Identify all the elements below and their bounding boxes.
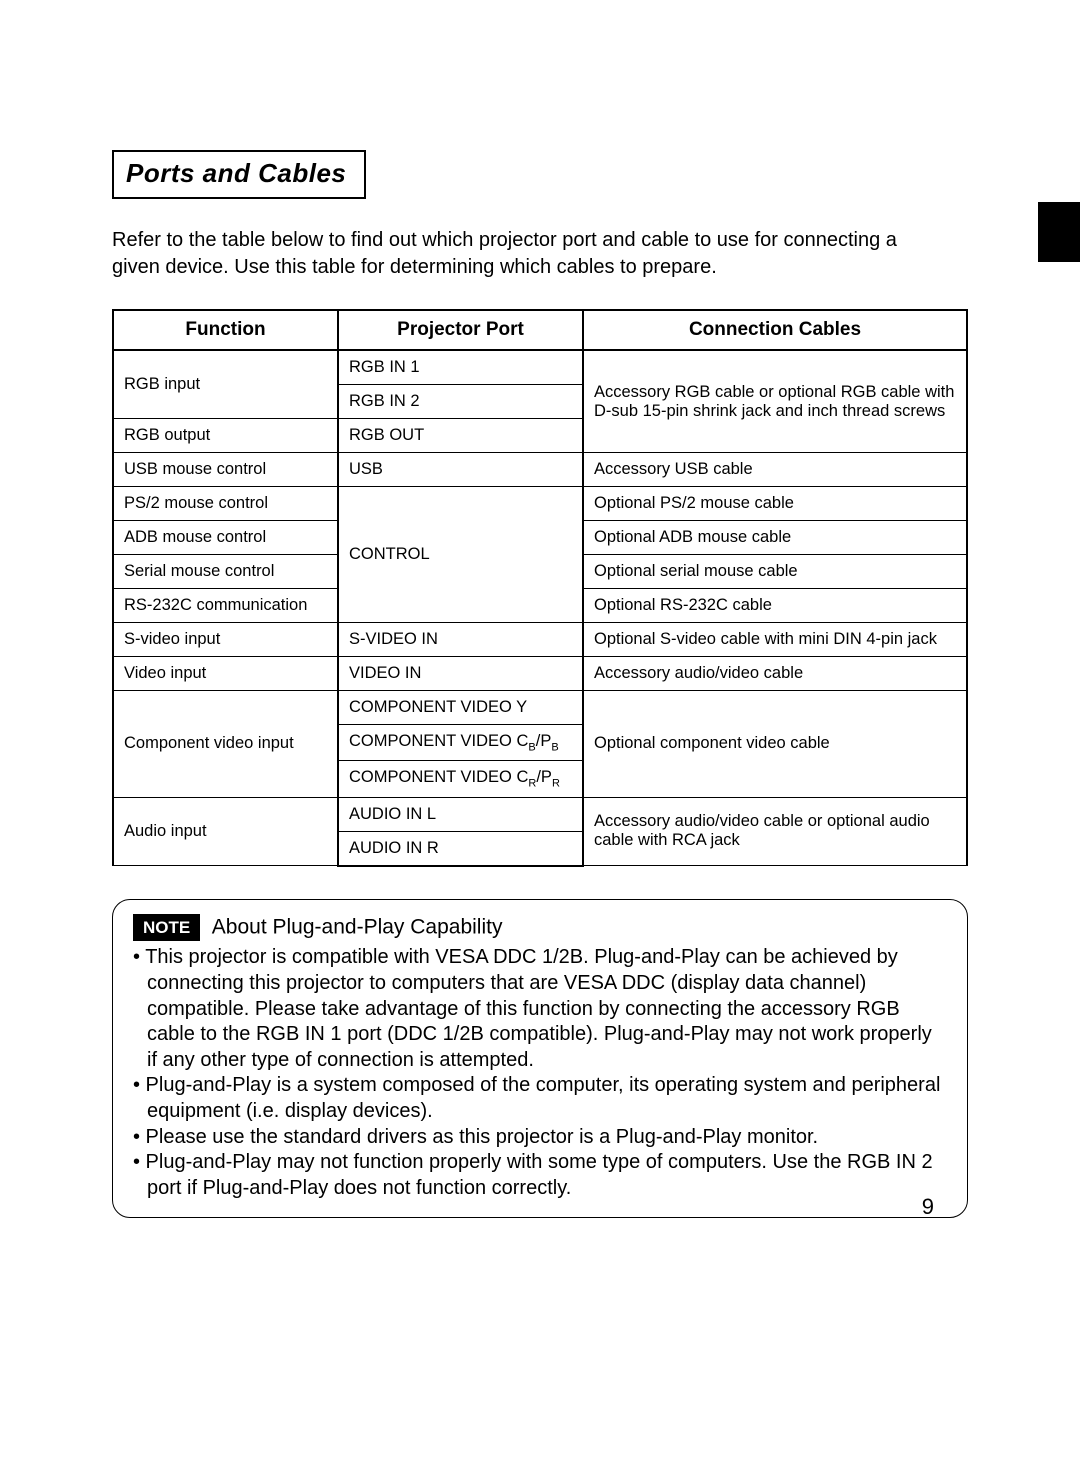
header-port: Projector Port <box>338 310 583 350</box>
cell-function: ADB mouse control <box>113 521 338 555</box>
cell-function: USB mouse control <box>113 453 338 487</box>
table-header-row: Function Projector Port Connection Cable… <box>113 310 967 350</box>
table-row: RGB input RGB IN 1 Accessory RGB cable o… <box>113 350 967 385</box>
cell-function: Video input <box>113 657 338 691</box>
intro-text: Refer to the table below to find out whi… <box>112 227 968 281</box>
cell-function: RGB output <box>113 419 338 453</box>
note-title: About Plug-and-Play Capability <box>212 915 503 938</box>
page-number: 9 <box>922 1194 934 1220</box>
header-cables: Connection Cables <box>583 310 967 350</box>
cell-port: VIDEO IN <box>338 657 583 691</box>
cell-function: PS/2 mouse control <box>113 487 338 521</box>
cell-port: RGB IN 1 <box>338 350 583 385</box>
cell-function: RGB input <box>113 350 338 419</box>
table-row: USB mouse control USB Accessory USB cabl… <box>113 453 967 487</box>
note-badge: NOTE <box>133 914 200 942</box>
cell-port: RGB IN 2 <box>338 385 583 419</box>
side-tab <box>1038 202 1080 262</box>
cell-cable: Accessory audio/video cable <box>583 657 967 691</box>
cell-port: USB <box>338 453 583 487</box>
page-content: Ports and Cables Refer to the table belo… <box>0 0 1080 1278</box>
table-row: PS/2 mouse control CONTROL Optional PS/2… <box>113 487 967 521</box>
header-function: Function <box>113 310 338 350</box>
cell-cable: Optional S-video cable with mini DIN 4-p… <box>583 623 967 657</box>
ports-cables-table: Function Projector Port Connection Cable… <box>112 309 968 867</box>
note-bullet: • Plug-and-Play is a system composed of … <box>133 1073 947 1124</box>
cell-cable: Optional PS/2 mouse cable <box>583 487 967 521</box>
table-row: Video input VIDEO IN Accessory audio/vid… <box>113 657 967 691</box>
cell-cable: Optional ADB mouse cable <box>583 521 967 555</box>
cell-function: Serial mouse control <box>113 555 338 589</box>
section-title: Ports and Cables <box>112 150 366 199</box>
note-box: NOTE About Plug-and-Play Capability • Th… <box>112 899 968 1219</box>
cell-cable: Accessory USB cable <box>583 453 967 487</box>
cell-port: AUDIO IN R <box>338 831 583 866</box>
cell-function: RS-232C communication <box>113 589 338 623</box>
cell-port: S-VIDEO IN <box>338 623 583 657</box>
cell-cable: Optional component video cable <box>583 691 967 798</box>
cell-port: COMPONENT VIDEO CB/PB <box>338 725 583 761</box>
cell-port: COMPONENT VIDEO Y <box>338 691 583 725</box>
cell-port: AUDIO IN L <box>338 797 583 831</box>
cell-cable: Accessory audio/video cable or optional … <box>583 797 967 866</box>
note-bullet: • This projector is compatible with VESA… <box>133 945 947 1073</box>
cell-port: CONTROL <box>338 487 583 623</box>
cell-function: S-video input <box>113 623 338 657</box>
cell-function: Component video input <box>113 691 338 798</box>
cell-cable: Accessory RGB cable or optional RGB cabl… <box>583 350 967 453</box>
cell-cable: Optional serial mouse cable <box>583 555 967 589</box>
table-row: S-video input S-VIDEO IN Optional S-vide… <box>113 623 967 657</box>
cell-cable: Optional RS-232C cable <box>583 589 967 623</box>
cell-function: Audio input <box>113 797 338 866</box>
table-row: Audio input AUDIO IN L Accessory audio/v… <box>113 797 967 831</box>
table-row: Component video input COMPONENT VIDEO Y … <box>113 691 967 725</box>
cell-port: RGB OUT <box>338 419 583 453</box>
cell-port: COMPONENT VIDEO CR/PR <box>338 761 583 797</box>
note-bullet: • Please use the standard drivers as thi… <box>133 1125 947 1151</box>
note-bullet: • Plug-and-Play may not function properl… <box>133 1150 947 1201</box>
